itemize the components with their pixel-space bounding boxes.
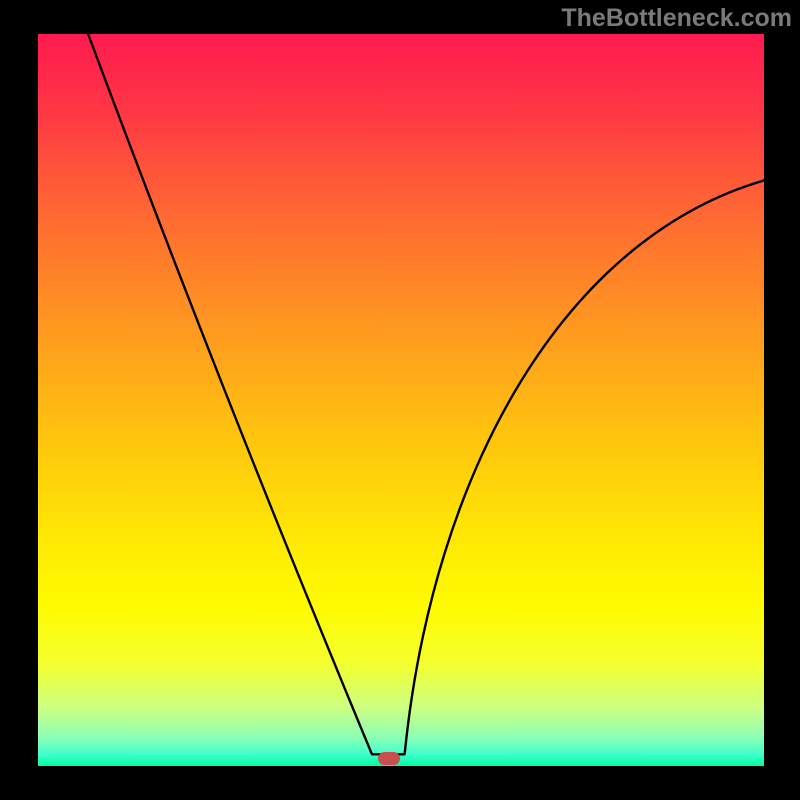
watermark-text: TheBottleneck.com (561, 4, 792, 33)
bottleneck-curve (38, 34, 764, 766)
chart-container: TheBottleneck.com (0, 0, 800, 800)
sweet-spot-marker (378, 752, 400, 765)
plot-area (38, 34, 764, 766)
